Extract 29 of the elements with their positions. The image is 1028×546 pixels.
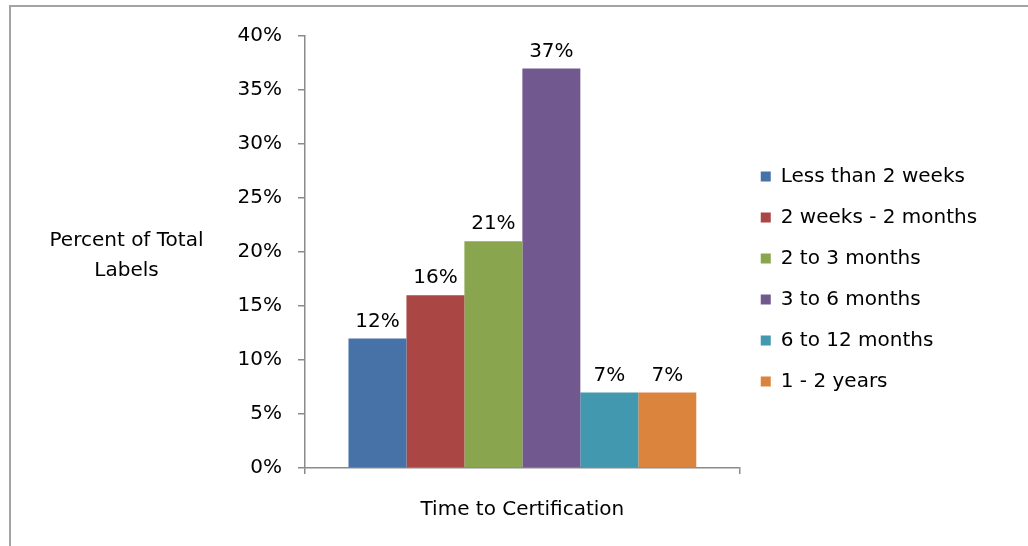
legend-label: Less than 2 weeks [780, 162, 965, 187]
bar [522, 68, 581, 468]
y-tick-label: 40% [237, 22, 282, 47]
data-label: 16% [413, 264, 458, 289]
y-tick-label: 0% [250, 454, 282, 479]
data-label: 37% [529, 37, 574, 62]
y-tick-label: 25% [237, 184, 282, 209]
data-label: 12% [355, 307, 400, 332]
bar [348, 338, 407, 468]
legend-label: 2 weeks - 2 months [780, 203, 978, 228]
data-label: 7% [593, 361, 626, 386]
y-axis-title: Percent of Total Labels [49, 227, 204, 282]
data-label: 21% [471, 210, 516, 235]
data-label: 7% [651, 361, 684, 386]
y-tick-label: 20% [237, 238, 282, 263]
bar [464, 241, 523, 468]
y-tick-label: 30% [237, 130, 282, 155]
x-axis-title: Time to Certification [419, 496, 625, 521]
bar [580, 392, 639, 468]
bar [638, 392, 697, 468]
y-tick-label: 35% [237, 76, 282, 101]
y-tick-label: 10% [237, 346, 282, 371]
bar [406, 295, 465, 468]
legend-label: 2 to 3 months [780, 244, 921, 269]
legend-label: 3 to 6 months [780, 285, 921, 310]
y-tick-label: 15% [237, 292, 282, 317]
y-tick-label: 5% [250, 400, 282, 425]
legend-label: 6 to 12 months [780, 326, 934, 351]
legend-label: 1 - 2 years [780, 367, 888, 392]
